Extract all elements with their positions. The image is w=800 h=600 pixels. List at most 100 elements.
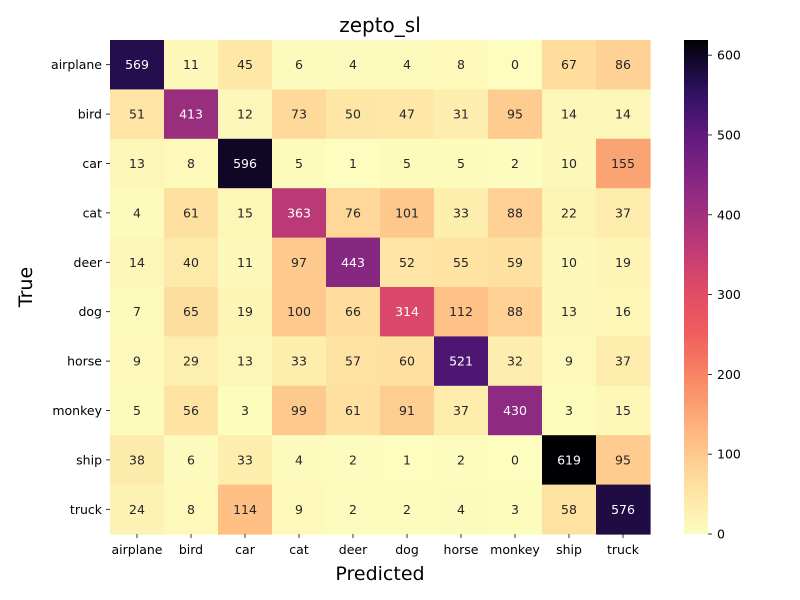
heatmap-cell	[380, 484, 435, 535]
cell-value-label: 8	[187, 156, 195, 171]
heatmap-cell	[272, 237, 327, 288]
cell-value-label: 363	[287, 205, 311, 220]
cell-value-label: 619	[557, 452, 581, 467]
heatmap-cell	[272, 435, 327, 486]
heatmap-cell	[218, 237, 273, 288]
heatmap-cell	[434, 89, 489, 140]
cell-value-label: 88	[507, 304, 523, 319]
heatmap-cell	[542, 336, 597, 387]
heatmap-cell	[326, 287, 381, 337]
heatmap-cell	[488, 385, 543, 436]
heatmap-cell	[380, 138, 435, 189]
heatmap-cell	[434, 385, 489, 436]
heatmap-cell	[218, 188, 273, 239]
x-tick-label: airplane	[112, 542, 163, 557]
x-axis-ticks: airplane bird car cat deer dog horse monkey ship…	[112, 534, 640, 557]
cell-value-label: 95	[507, 107, 523, 122]
cell-value-label: 33	[291, 354, 307, 369]
cell-value-label: 5	[295, 156, 303, 171]
x-tick-label: bird	[179, 542, 203, 557]
cell-value-label: 2	[511, 156, 519, 171]
cell-value-label: 45	[237, 57, 253, 72]
cell-value-label: 14	[129, 255, 145, 270]
heatmap-cell	[110, 435, 165, 486]
colorbar-ticks: 0 100 200 300 400 500 600	[708, 48, 741, 542]
cell-value-label: 19	[237, 304, 253, 319]
heatmap-cell	[110, 188, 165, 239]
heatmap-cell	[218, 435, 273, 486]
cell-value-label: 24	[129, 502, 145, 517]
heatmap-cell	[542, 89, 597, 140]
cell-value-label: 2	[349, 502, 357, 517]
cell-value-label: 3	[565, 403, 573, 418]
cell-value-label: 19	[615, 255, 631, 270]
cell-value-label: 14	[561, 107, 577, 122]
heatmap-cell	[596, 188, 651, 239]
cell-value-label: 2	[349, 452, 357, 467]
cell-value-label: 6	[187, 452, 195, 467]
cell-value-label: 95	[615, 452, 631, 467]
cell-value-label: 0	[511, 452, 519, 467]
heatmap-cell	[110, 89, 165, 140]
cell-value-label: 8	[457, 57, 465, 72]
colorbar: 0 100 200 300 400 500 600	[684, 40, 741, 542]
heatmap-cell	[326, 435, 381, 486]
heatmap-cell	[110, 484, 165, 535]
cell-value-label: 61	[183, 205, 199, 220]
cell-value-label: 5	[133, 403, 141, 418]
heatmap-cell	[488, 188, 543, 239]
cell-value-label: 9	[133, 354, 141, 369]
cell-value-label: 59	[507, 255, 523, 270]
heatmap-cell	[596, 287, 651, 337]
cell-value-label: 73	[291, 107, 307, 122]
heatmap-cell	[218, 138, 273, 189]
cell-value-label: 16	[615, 304, 631, 319]
cell-value-label: 66	[345, 304, 361, 319]
heatmap-cell	[218, 385, 273, 436]
x-axis-label: Predicted	[335, 563, 424, 585]
heatmap-cell	[326, 89, 381, 140]
cell-value-label: 6	[295, 57, 303, 72]
heatmap-cell	[326, 484, 381, 535]
y-tick-label: ship	[76, 452, 102, 467]
cell-value-label: 430	[503, 403, 527, 418]
cell-value-label: 1	[403, 452, 411, 467]
heatmap-cell	[380, 89, 435, 140]
cell-value-label: 13	[237, 354, 253, 369]
y-axis-ticks: airplane bird car cat deer dog horse monkey ship…	[51, 57, 110, 517]
heatmap-cell	[542, 188, 597, 239]
heatmap-cell	[110, 336, 165, 387]
cell-value-label: 38	[129, 452, 145, 467]
cell-value-label: 576	[611, 502, 635, 517]
heatmap-cell	[326, 40, 381, 90]
cell-value-label: 12	[237, 107, 253, 122]
cell-value-label: 13	[561, 304, 577, 319]
heatmap-cell	[434, 40, 489, 90]
heatmap-cell	[434, 138, 489, 189]
cell-value-label: 112	[449, 304, 473, 319]
heatmap-cell	[434, 336, 489, 387]
heatmap-cell	[164, 188, 219, 239]
cell-value-label: 88	[507, 205, 523, 220]
heatmap-cell	[380, 40, 435, 90]
cell-value-label: 7	[133, 304, 141, 319]
cell-value-label: 13	[129, 156, 145, 171]
cell-value-label: 314	[395, 304, 419, 319]
heatmap-cell	[218, 484, 273, 535]
cell-value-label: 15	[615, 403, 631, 418]
cell-value-label: 521	[449, 354, 473, 369]
x-tick-label: truck	[607, 542, 640, 557]
cell-value-label: 569	[125, 57, 149, 72]
y-axis-label: True	[15, 267, 37, 308]
heatmap-cell	[542, 435, 597, 486]
heatmap-cell	[110, 287, 165, 337]
cell-value-label: 97	[291, 255, 307, 270]
cell-value-label: 51	[129, 107, 145, 122]
cell-value-label: 114	[233, 502, 257, 517]
heatmap-cell	[596, 484, 651, 535]
heatmap-cell	[542, 385, 597, 436]
cell-value-label: 2	[403, 502, 411, 517]
heatmap-cell	[164, 287, 219, 337]
heatmap-cell	[542, 237, 597, 288]
heatmap-cell	[380, 287, 435, 337]
